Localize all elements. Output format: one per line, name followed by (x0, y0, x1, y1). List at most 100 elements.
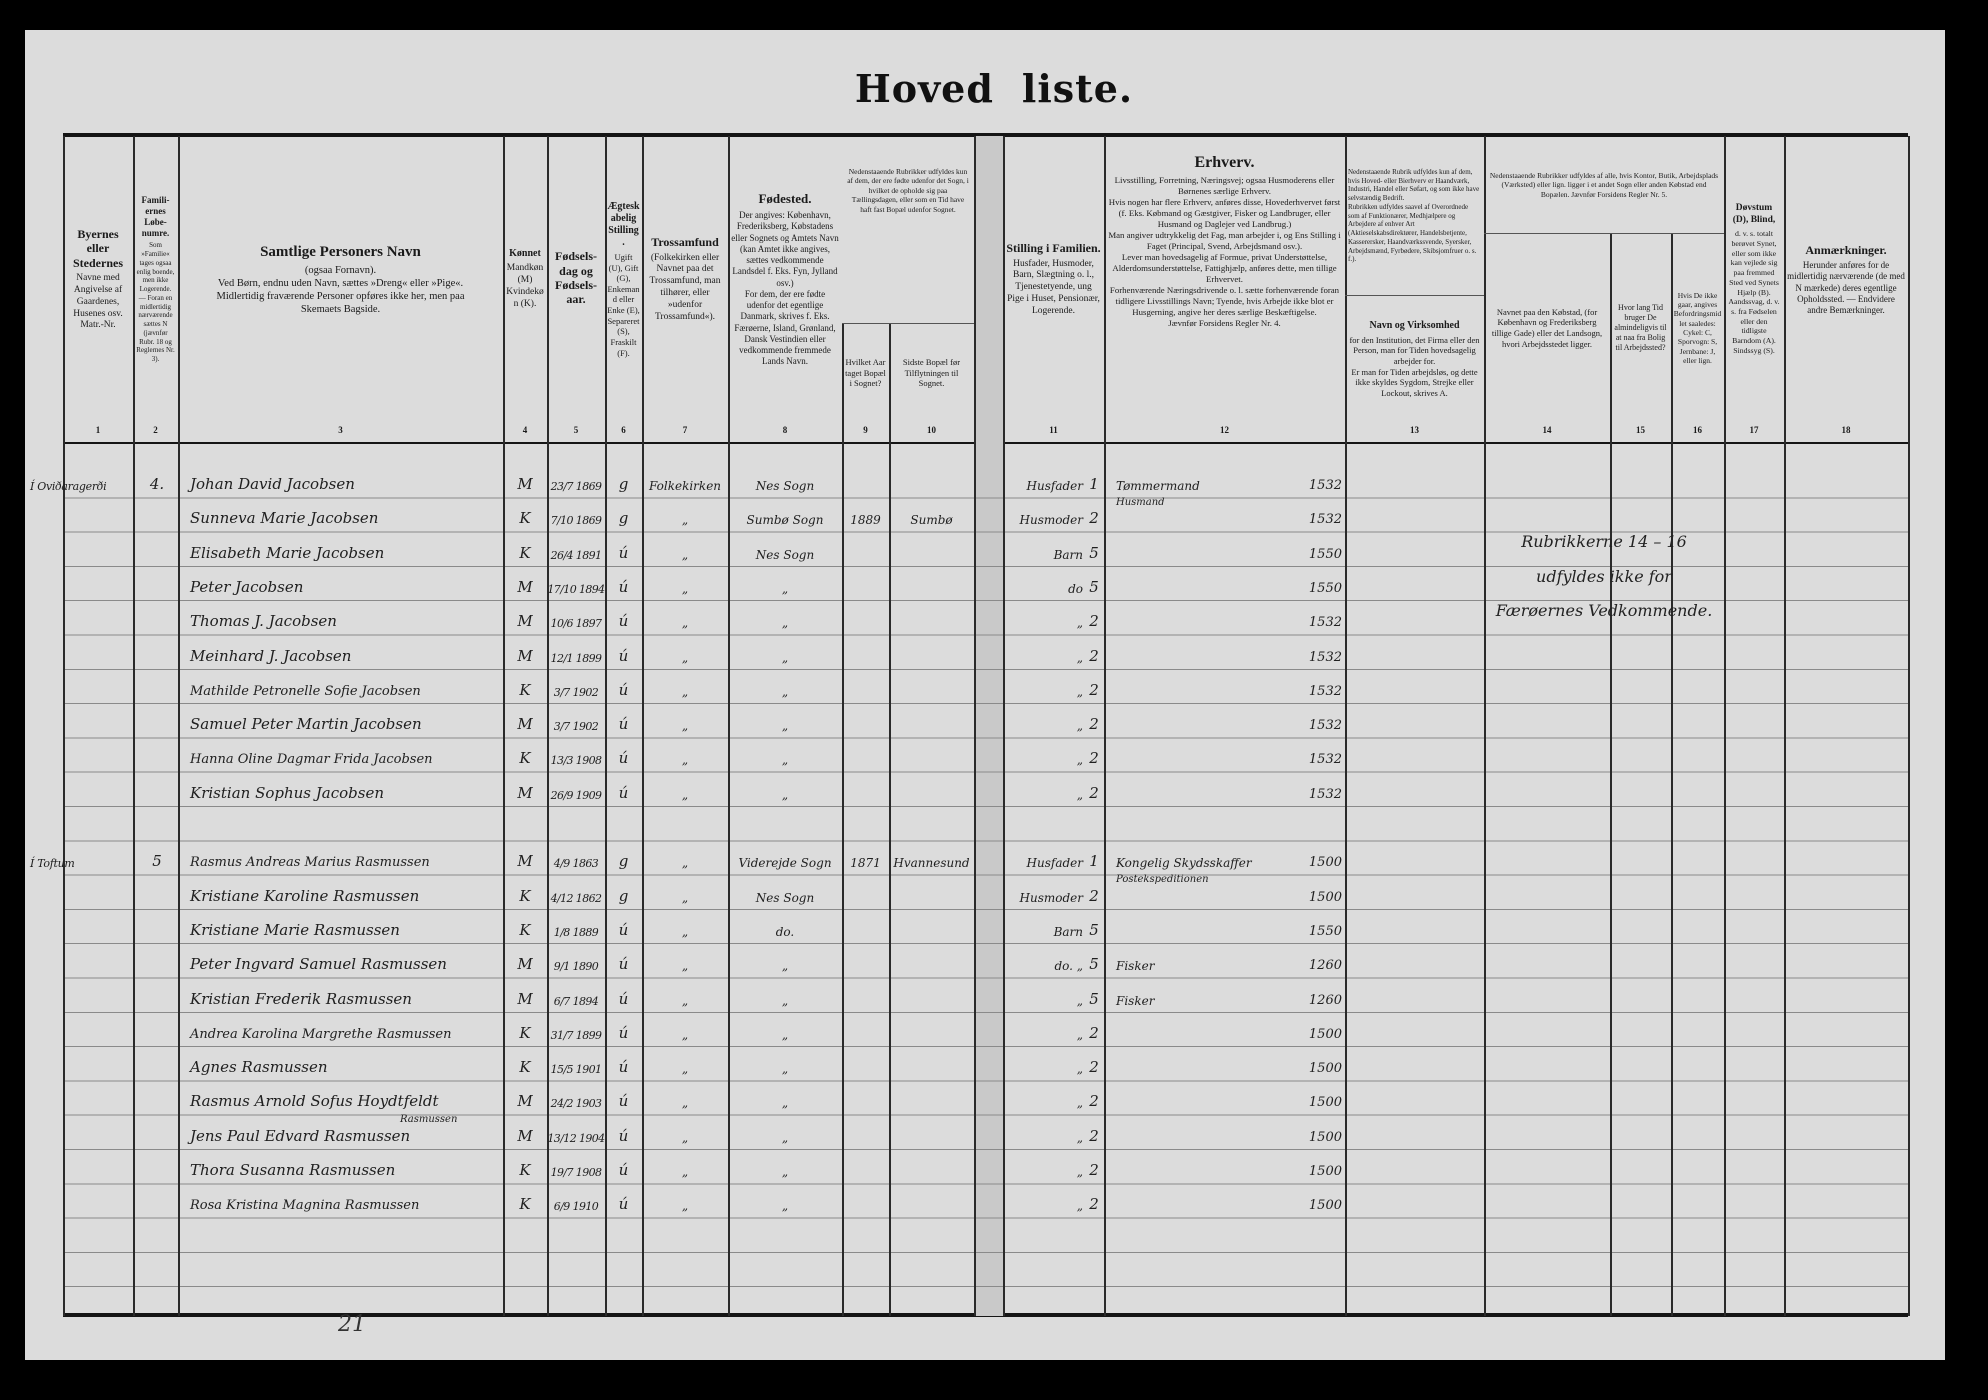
page-title: Hoved liste. (0, 66, 1988, 111)
faith: „ (681, 993, 689, 1008)
column-divider (1345, 136, 1347, 1316)
header-title: Trossamfund (651, 235, 719, 250)
family-position: „ (1076, 650, 1083, 665)
marital-status: ú (618, 1092, 629, 1111)
header-split-9-10 (842, 323, 974, 324)
column-divider (889, 323, 891, 1316)
family-position: „ (1076, 1062, 1083, 1077)
sex: M (517, 852, 533, 871)
marital-status: ú (618, 1126, 629, 1145)
family-position-code: 2 (1089, 749, 1099, 768)
occupation-code: 1532 (1308, 649, 1342, 665)
header-col-9: Hvilket Aar taget Bopæl i Sognet? (842, 324, 889, 422)
birth-date: 7/10 1869 (550, 514, 602, 528)
occupation-code: 1500 (1308, 889, 1342, 905)
place-name: Í Oviðaragerði (30, 480, 107, 493)
header-title: Navn og Virksomhed (1369, 319, 1460, 331)
occupation-code: 1532 (1308, 752, 1342, 768)
person-name: Kristiane Marie Rasmussen (190, 920, 400, 939)
occupation: Fisker (1116, 959, 1155, 974)
table-row: Hanna Oline Dagmar Frida Jacobsen K 13/3 1… (0, 738, 1988, 772)
birthplace: „ (781, 1027, 789, 1042)
occupation-code: 1550 (1308, 923, 1342, 939)
header-title: Fødsels-dag og Fødsels-aar. (555, 249, 597, 307)
faith: „ (681, 1027, 689, 1042)
family-position: „ (1076, 616, 1083, 631)
person-name: Kristiane Karoline Rasmussen (190, 886, 420, 905)
birthplace: do. (775, 924, 795, 939)
table-row: Í Toftum 5 Rasmus Andreas Marius Rasmussen… (0, 841, 1988, 885)
sex: M (517, 612, 533, 631)
header-body: Hvor lang Tid bruger De almindeligvis ti… (1614, 303, 1667, 352)
faith: Folkekirken (648, 479, 722, 493)
faith: „ (681, 581, 689, 596)
person-name: Thora Susanna Rasmussen (190, 1161, 396, 1179)
family-position: do (1068, 581, 1083, 596)
person-name: Kristian Sophus Jacobsen (190, 783, 384, 802)
header-col-10: Sidste Bopæl før Tilflytningen til Sogne… (889, 324, 974, 422)
family-position-code: 2 (1089, 1126, 1099, 1145)
occupation-code: 1550 (1308, 546, 1342, 562)
header-col-7: Trossamfund (Folkekirken eller Navnet paa… (642, 137, 728, 422)
family-position-code: 2 (1089, 783, 1099, 802)
table-row: Rosa Kristina Magnina Rasmussen K 6/9 1910… (0, 1184, 1988, 1218)
occupation-code: 1500 (1308, 1198, 1342, 1214)
birth-date: 15/5 1901 (550, 1063, 602, 1077)
birthplace: „ (781, 1165, 789, 1179)
faith: „ (681, 924, 689, 939)
column-divider (1610, 233, 1612, 1316)
header-col-12: Erhverv. Livsstilling, Forretning, Næring… (1104, 137, 1345, 422)
birthplace: Nes Sogn (755, 890, 815, 905)
table-row: Mathilde Petronelle Sofie Jacobsen K 3/7 1… (0, 670, 1988, 704)
header-col-13: Navn og Virksomhed for den Institution, d… (1345, 296, 1484, 422)
sex: K (519, 749, 531, 768)
top-rule (63, 133, 1908, 137)
annotation-line-3: Færøernes Vedkommende. (1495, 601, 1713, 620)
occupation-code: 1550 (1308, 580, 1342, 596)
sex: M (517, 989, 533, 1008)
annotation-line-1: Rubrikkerne 14 – 16 (1521, 532, 1687, 551)
family-position: „ (1076, 1199, 1083, 1214)
column-number: 11 (1049, 425, 1058, 435)
column-number: 9 (863, 425, 868, 435)
sex: K (519, 886, 531, 905)
family-position: „ (1076, 719, 1083, 734)
family-position: Barn (1053, 547, 1083, 562)
header-col-6: Ægteskabelig Stilling. Ugift (U), Gift (G… (605, 137, 642, 422)
column-divider (605, 136, 607, 1316)
birth-date: 3/7 1902 (553, 685, 599, 699)
family-position-code: 2 (1089, 886, 1099, 905)
faith: „ (681, 890, 689, 905)
faith: „ (681, 856, 689, 871)
header-body: Herunder anføres for de midlertidig nærv… (1787, 260, 1905, 316)
sex: K (519, 509, 531, 528)
birth-date: 13/12 1904 (547, 1131, 605, 1145)
person-name: Agnes Rasmussen (190, 1058, 328, 1077)
year-moved: 1889 (850, 513, 881, 528)
birthplace: „ (781, 581, 789, 596)
birth-date: 26/4 1891 (550, 548, 602, 562)
sex: M (517, 577, 533, 596)
person-name: Thomas J. Jacobsen (190, 612, 337, 631)
sex: K (519, 1023, 531, 1042)
faith: „ (681, 1130, 689, 1145)
header-note-14-16: Nedenstaaende Rubrikker udfyldes af alle… (1484, 137, 1724, 233)
birthplace: „ (781, 1062, 789, 1077)
column-divider (1784, 136, 1786, 1316)
page-number: 21 (338, 1312, 366, 1337)
birthplace: „ (781, 684, 789, 699)
table-row: Peter Jacobsen M 17/10 1894 ú „ „ do 5 1550 (0, 567, 1988, 601)
marital-status: g (618, 475, 629, 493)
family-position-code: 2 (1089, 1161, 1099, 1179)
sex: M (517, 955, 533, 974)
header-title: Stilling i Familien. (1006, 241, 1101, 256)
sex: K (519, 1161, 531, 1179)
header-col-11: Stilling i Familien. Husfader, Husmoder, … (1003, 137, 1104, 422)
header-body: (ogsaa Fornavn). Ved Børn, endnu uden Na… (216, 264, 465, 316)
family-number: 5 (152, 852, 162, 871)
header-body: Nedenstaaende Rubrikker udfyldes kun af … (847, 167, 969, 214)
header-body: Hvis De ikke gaar, angives Befordringsmi… (1673, 290, 1722, 366)
family-position: „ (1076, 1130, 1083, 1145)
column-number: 1 (95, 425, 101, 435)
birth-date: 4/9 1863 (553, 857, 599, 871)
